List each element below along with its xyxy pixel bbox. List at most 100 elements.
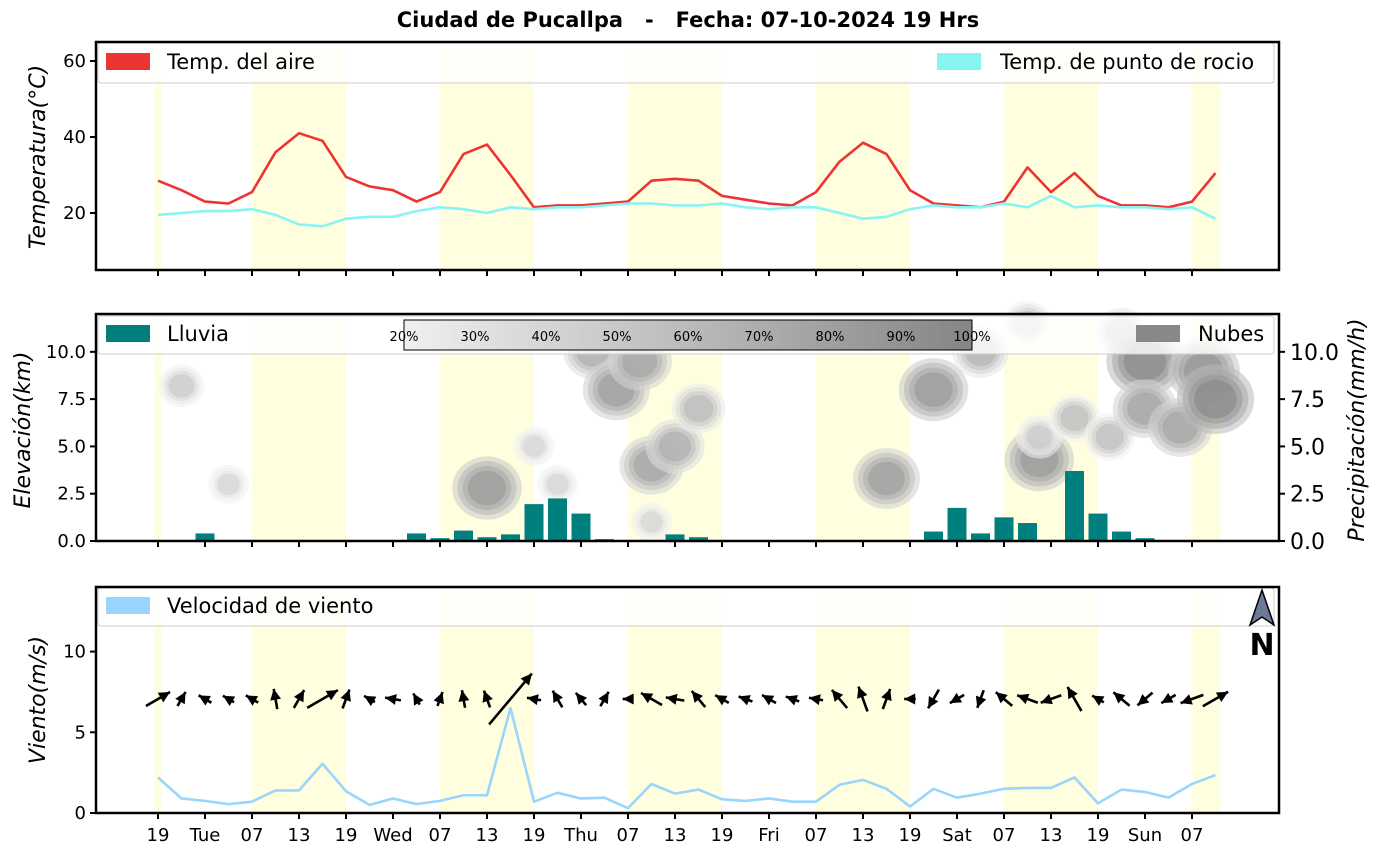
cloud-blob	[158, 364, 205, 408]
temp-air-line	[157, 131, 1217, 209]
cloud-layer	[522, 435, 546, 458]
x-tick-label: 13	[288, 825, 311, 846]
wind-arrow-head	[995, 692, 1008, 704]
y-tick-label: 5	[75, 722, 86, 743]
y-tick-label: 2.5	[57, 484, 86, 505]
colorbar-tick-label: 90%	[887, 330, 916, 345]
wind-arrow	[1180, 693, 1204, 705]
wind-arrow	[488, 672, 533, 726]
cloud-layer	[640, 511, 663, 533]
wind-arrow-head	[762, 694, 775, 706]
daylight-band	[154, 314, 162, 541]
x-tick-label: Sun	[1128, 825, 1162, 846]
cloud-blob	[853, 448, 920, 510]
colorbar-tick-label: 100%	[953, 330, 990, 345]
rain-bar	[501, 534, 520, 541]
wind-arrow-head	[928, 696, 939, 709]
colorbar-tick-label: 80%	[816, 330, 845, 345]
wind-arrow-head	[552, 690, 563, 703]
x-tick-label: 07	[617, 825, 640, 846]
x-tick-label: 13	[664, 825, 687, 846]
wind-arrow-head	[293, 690, 305, 703]
wind-arrow-head	[1180, 694, 1193, 705]
rain-bar	[430, 538, 450, 541]
wind-arrow-head	[1215, 691, 1229, 702]
cloud-layer	[1095, 423, 1124, 451]
x-tick-label: Fri	[758, 825, 779, 846]
y-tick-label: 60	[63, 51, 86, 72]
wind-arrow-head	[1040, 693, 1053, 705]
wind-arrow	[690, 690, 707, 708]
x-tick-label: 13	[1040, 825, 1063, 846]
x-tick-label: Sat	[942, 825, 972, 846]
cloud-layer	[658, 431, 692, 462]
y2-tick-label: 0.0	[1290, 530, 1325, 555]
wind-arrow-head	[385, 694, 397, 705]
x-tick-label: Wed	[373, 825, 412, 846]
wind-speed-line	[157, 706, 1216, 810]
wind-arrow-head	[245, 695, 259, 706]
colorbar-tick-label: 60%	[674, 330, 703, 345]
y-tick-label: 10	[63, 642, 86, 663]
wind-arrow	[808, 694, 824, 706]
wind-arrow-head	[715, 695, 728, 706]
rain-bar	[1065, 471, 1084, 541]
wind-arrow	[665, 693, 685, 705]
cloud-blob	[631, 502, 672, 542]
wind-arrow	[785, 695, 800, 706]
legend-swatch-wind	[106, 597, 150, 614]
cloud-layer	[683, 394, 714, 423]
north-arrow-icon: N	[1248, 587, 1276, 663]
wind-arrow-head	[975, 695, 987, 708]
wind-arrow-head	[325, 690, 338, 701]
x-tick-label: 19	[147, 825, 170, 846]
wind-arrow	[714, 693, 730, 706]
daylight-band	[154, 42, 162, 270]
wind-arrow	[222, 694, 236, 707]
cloud-layer	[168, 373, 195, 398]
rain-bar	[1135, 538, 1155, 541]
rain-bar	[971, 533, 990, 541]
wind-arrow-head	[364, 695, 377, 707]
wind-arrow	[292, 689, 306, 709]
colorbar-tick-label: 20%	[390, 330, 419, 345]
wind-arrow	[433, 691, 444, 707]
precipitation-y-label: Precipitación(mm/h)	[1345, 318, 1370, 541]
wind-arrow-head	[1092, 695, 1105, 706]
rain-bars	[172, 471, 1155, 541]
cloud-blob	[645, 419, 705, 474]
wind-arrow-head	[458, 690, 470, 702]
x-tick-label: 07	[241, 825, 264, 846]
legend-swatch-rain	[106, 325, 150, 342]
cloud-blob	[452, 456, 522, 520]
cloud-layer	[217, 473, 240, 495]
wind-arrow	[1040, 693, 1062, 705]
rain-bar	[665, 534, 685, 541]
rain-bar	[477, 537, 497, 541]
wind-arrow	[1016, 693, 1039, 705]
wind-arrow	[622, 693, 634, 705]
cloud-layer	[868, 461, 905, 496]
rain-cloud-panel: Lluvia Nubes 20% 30% 40% 50% 60% 70% 80% 90% 100…	[11, 300, 1370, 555]
wind-arrow	[363, 694, 377, 707]
cloud-blob	[513, 426, 555, 466]
y-tick-label: 0.0	[57, 531, 86, 552]
x-tick-label: 07	[1181, 825, 1204, 846]
wind-arrow	[175, 691, 187, 707]
wind-arrow	[598, 691, 610, 707]
wind-arrow	[640, 691, 663, 707]
cloud-blob	[582, 359, 650, 421]
wind-arrow	[245, 694, 259, 706]
cloud-layer	[914, 372, 953, 408]
y-tick-label: 40	[63, 127, 86, 148]
temperature-panel: Temp. del aire Temp. de punto de rocio 2…	[26, 40, 1281, 276]
x-tick-label: Tue	[189, 825, 221, 846]
rain-bar	[454, 530, 473, 541]
wind-arrow-head	[433, 692, 444, 705]
wind-arrow-head	[1137, 694, 1150, 706]
temperature-legend: Temp. del aire Temp. de punto de rocio	[97, 42, 1275, 84]
rain-bar	[407, 533, 426, 541]
wind-arrow	[384, 694, 402, 705]
legend-label-rain: Lluvia	[167, 322, 229, 346]
x-tick-label: 13	[476, 825, 499, 846]
